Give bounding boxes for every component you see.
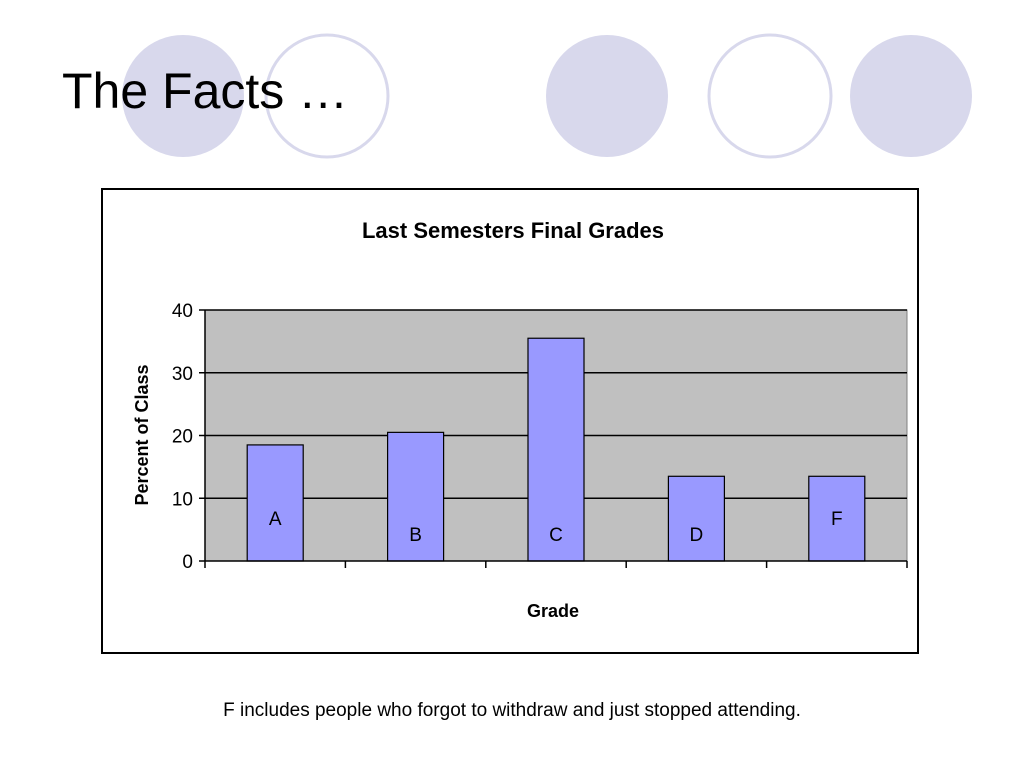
chart-title: Last Semesters Final Grades: [362, 218, 664, 243]
chart-frame: Last Semesters Final Grades 0 10 20 30 40 A B…: [101, 188, 919, 654]
deco-circle-4: [707, 33, 833, 159]
bar-label-F: F: [831, 509, 843, 530]
footnote: F includes people who forgot to withdraw…: [223, 700, 801, 721]
bar-B: [387, 431, 445, 562]
deco-circle-2: [264, 33, 390, 159]
bar-label-C: C: [549, 525, 563, 546]
y-tick-label: 10: [172, 489, 193, 510]
deco-circle-5: [850, 35, 972, 157]
bar-label-D: D: [690, 525, 704, 546]
bars: [246, 337, 866, 562]
bar-labels: AB C DF: [269, 509, 843, 546]
slide-title: The Facts …: [62, 63, 349, 119]
bar-A: [246, 444, 304, 562]
y-tick-label: 20: [172, 427, 193, 448]
deco-circle-3: [546, 35, 668, 157]
bar-C: [527, 337, 585, 562]
y-tick-label: 40: [172, 301, 193, 322]
x-axis-label: Grade: [527, 601, 579, 621]
axes: [199, 309, 908, 568]
y-tick-label: 0: [182, 552, 193, 573]
bar-chart: Last Semesters Final Grades 0 10 20 30 40 A B…: [132, 218, 908, 621]
bar-D: [667, 475, 726, 562]
y-axis-label: Percent of Class: [132, 364, 152, 505]
y-tick-labels: 0 10 20 30 40: [172, 301, 193, 573]
bar-label-B: B: [409, 525, 422, 546]
deco-circle-1: [122, 35, 244, 157]
bar-label-A: A: [269, 509, 282, 530]
y-tick-label: 30: [172, 364, 193, 385]
decorative-circles: [122, 33, 972, 159]
